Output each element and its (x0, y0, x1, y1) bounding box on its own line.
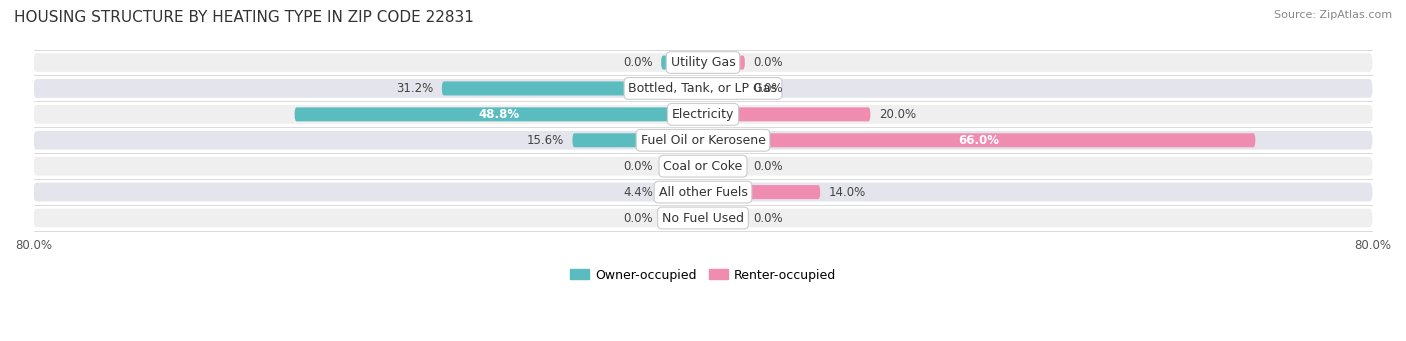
FancyBboxPatch shape (34, 105, 1372, 124)
FancyBboxPatch shape (703, 185, 820, 199)
Text: 0.0%: 0.0% (754, 82, 783, 95)
FancyBboxPatch shape (703, 81, 745, 95)
Text: 0.0%: 0.0% (623, 56, 652, 69)
Text: 31.2%: 31.2% (396, 82, 433, 95)
FancyBboxPatch shape (34, 209, 1372, 227)
Text: 0.0%: 0.0% (754, 160, 783, 173)
FancyBboxPatch shape (703, 107, 870, 121)
Text: 0.0%: 0.0% (754, 56, 783, 69)
Text: 0.0%: 0.0% (623, 160, 652, 173)
Text: Source: ZipAtlas.com: Source: ZipAtlas.com (1274, 10, 1392, 20)
Text: HOUSING STRUCTURE BY HEATING TYPE IN ZIP CODE 22831: HOUSING STRUCTURE BY HEATING TYPE IN ZIP… (14, 10, 474, 25)
FancyBboxPatch shape (295, 107, 703, 121)
FancyBboxPatch shape (661, 56, 703, 70)
Text: No Fuel Used: No Fuel Used (662, 211, 744, 224)
Text: 48.8%: 48.8% (478, 108, 519, 121)
FancyBboxPatch shape (34, 183, 1372, 202)
FancyBboxPatch shape (572, 133, 703, 147)
Text: 66.0%: 66.0% (959, 134, 1000, 147)
Text: 14.0%: 14.0% (828, 186, 866, 198)
FancyBboxPatch shape (661, 211, 703, 225)
Text: Electricity: Electricity (672, 108, 734, 121)
FancyBboxPatch shape (34, 53, 1372, 72)
FancyBboxPatch shape (34, 79, 1372, 98)
Text: 0.0%: 0.0% (754, 211, 783, 224)
FancyBboxPatch shape (703, 133, 1256, 147)
Text: Coal or Coke: Coal or Coke (664, 160, 742, 173)
Text: 20.0%: 20.0% (879, 108, 915, 121)
FancyBboxPatch shape (441, 81, 703, 95)
Text: 15.6%: 15.6% (527, 134, 564, 147)
FancyBboxPatch shape (703, 211, 745, 225)
FancyBboxPatch shape (661, 159, 703, 173)
Text: 4.4%: 4.4% (623, 186, 652, 198)
FancyBboxPatch shape (703, 159, 745, 173)
Text: Utility Gas: Utility Gas (671, 56, 735, 69)
FancyBboxPatch shape (666, 185, 703, 199)
Text: All other Fuels: All other Fuels (658, 186, 748, 198)
Legend: Owner-occupied, Renter-occupied: Owner-occupied, Renter-occupied (569, 269, 837, 282)
Text: 0.0%: 0.0% (623, 211, 652, 224)
FancyBboxPatch shape (34, 131, 1372, 150)
Text: Fuel Oil or Kerosene: Fuel Oil or Kerosene (641, 134, 765, 147)
FancyBboxPatch shape (34, 157, 1372, 176)
Text: Bottled, Tank, or LP Gas: Bottled, Tank, or LP Gas (628, 82, 778, 95)
FancyBboxPatch shape (703, 56, 745, 70)
